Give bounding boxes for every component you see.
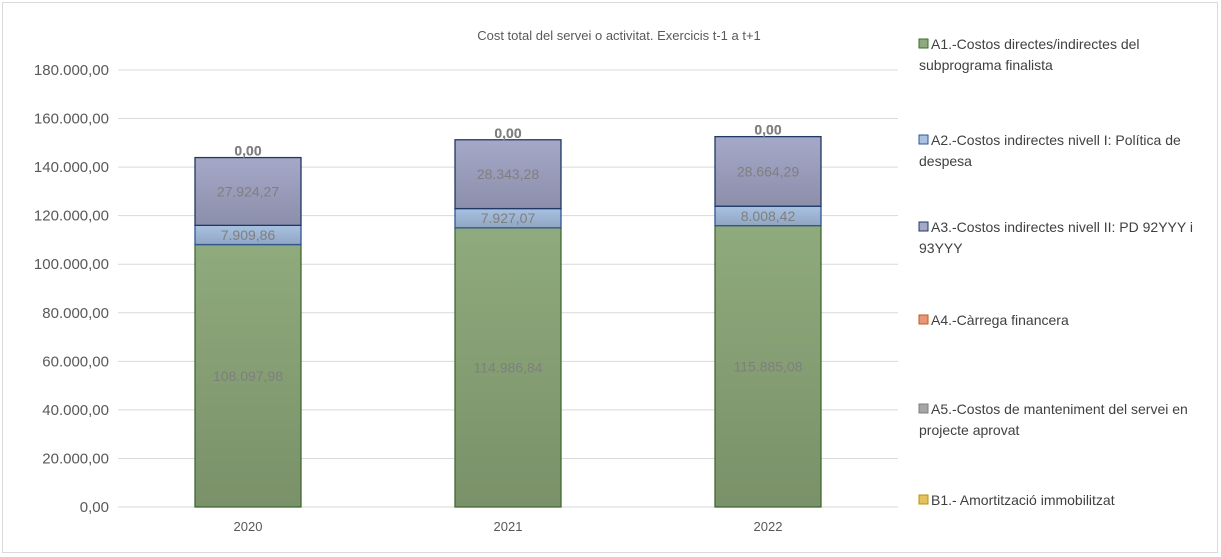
data-label-2022-series-5: 0,00 xyxy=(754,122,781,138)
data-label-2020-series-1: 108.097,98 xyxy=(213,368,283,384)
data-label-2020-series-5: 0,00 xyxy=(234,143,261,159)
data-label-2022-series-2: 8.008,42 xyxy=(741,208,796,224)
x-tick-label: 2022 xyxy=(754,519,783,534)
data-label-2021-series-1: 114.986,84 xyxy=(473,359,542,375)
data-label-2021-series-6: 0,00 xyxy=(494,125,521,141)
legend-item-2: A2.-Costos indirectes nivell I: Política… xyxy=(918,132,1181,169)
bar-2021-series-1 xyxy=(454,227,562,508)
bar-2020-series-3 xyxy=(194,156,302,227)
data-label-2021-series-3: 28.343,28 xyxy=(477,166,539,182)
data-label-2022-series-1: 115.885,08 xyxy=(733,358,802,374)
data-label-2022-series-3: 28.664,29 xyxy=(737,163,799,179)
data-label-2020-series-4: 0,00 xyxy=(234,143,261,159)
legend-label: A5.-Costos de manteniment del servei en p… xyxy=(919,401,1188,438)
legend: A1.-Costos directes/indirectes del subpro… xyxy=(918,36,1193,508)
data-label-2022-series-4: 0,00 xyxy=(754,122,781,138)
y-tick-label: 100.000,00 xyxy=(34,256,109,273)
data-label-2022-series-6: 0,00 xyxy=(754,122,781,138)
legend-swatch xyxy=(918,403,929,414)
y-tick-label: 60.000,00 xyxy=(42,353,109,370)
y-tick-label: 120.000,00 xyxy=(34,208,109,225)
legend-label: A4.-Càrrega financera xyxy=(931,312,1069,328)
bar-2022-series-3 xyxy=(714,135,822,207)
legend-swatch xyxy=(918,494,929,505)
data-label-2021-series-5: 0,00 xyxy=(494,125,521,141)
legend-swatch xyxy=(918,314,929,325)
x-tick-label: 2021 xyxy=(494,519,523,534)
stacked-bar-chart: Cost total del servei o activitat. Exerc… xyxy=(34,28,1193,534)
bar-2021-series-3 xyxy=(454,139,562,210)
y-tick-label: 80.000,00 xyxy=(42,305,109,322)
bar-2022-series-1 xyxy=(714,225,822,508)
x-tick-label: 2020 xyxy=(234,519,263,534)
data-label-2021-series-2: 7.927,07 xyxy=(481,210,536,226)
legend-label: A3.-Costos indirectes nivell II: PD 92YY… xyxy=(919,219,1193,256)
data-label-2020-series-2: 7.909,86 xyxy=(221,227,276,243)
bars xyxy=(194,135,822,508)
legend-item-6: B1.- Amortització immobilitzat xyxy=(918,492,1115,508)
data-label-2020-series-3: 27.924,27 xyxy=(217,183,279,199)
legend-label: A2.-Costos indirectes nivell I: Política… xyxy=(919,132,1181,169)
legend-item-3: A3.-Costos indirectes nivell II: PD 92YY… xyxy=(918,219,1193,256)
y-axis-ticks: 0,00 20.000,00 40.000,00 60.000,00 80.000,00… xyxy=(34,62,109,516)
data-labels: 108.097,98 7.909,86 27.924,27 0,00 0,00 0,00 1… xyxy=(213,122,803,384)
legend-label: A1.-Costos directes/indirectes del subpro… xyxy=(919,36,1140,73)
legend-swatch xyxy=(918,134,929,145)
x-axis-ticks: 2020 2021 2022 xyxy=(234,519,783,534)
y-tick-label: 20.000,00 xyxy=(42,450,109,467)
chart-title: Cost total del servei o activitat. Exerc… xyxy=(477,28,761,43)
legend-swatch xyxy=(918,221,929,232)
data-label-2020-series-6: 0,00 xyxy=(234,143,261,159)
legend-swatch xyxy=(918,38,929,49)
legend-item-1: A1.-Costos directes/indirectes del subpro… xyxy=(918,36,1140,73)
y-tick-label: 40.000,00 xyxy=(42,402,109,419)
legend-item-4: A4.-Càrrega financera xyxy=(918,312,1069,328)
y-tick-label: 0,00 xyxy=(80,499,109,516)
y-tick-label: 180.000,00 xyxy=(34,62,109,79)
y-tick-label: 160.000,00 xyxy=(34,111,109,128)
data-label-2021-series-4: 0,00 xyxy=(494,125,521,141)
y-tick-label: 140.000,00 xyxy=(34,159,109,176)
legend-item-5: A5.-Costos de manteniment del servei en p… xyxy=(918,401,1188,438)
legend-label: B1.- Amortització immobilitzat xyxy=(931,492,1115,508)
